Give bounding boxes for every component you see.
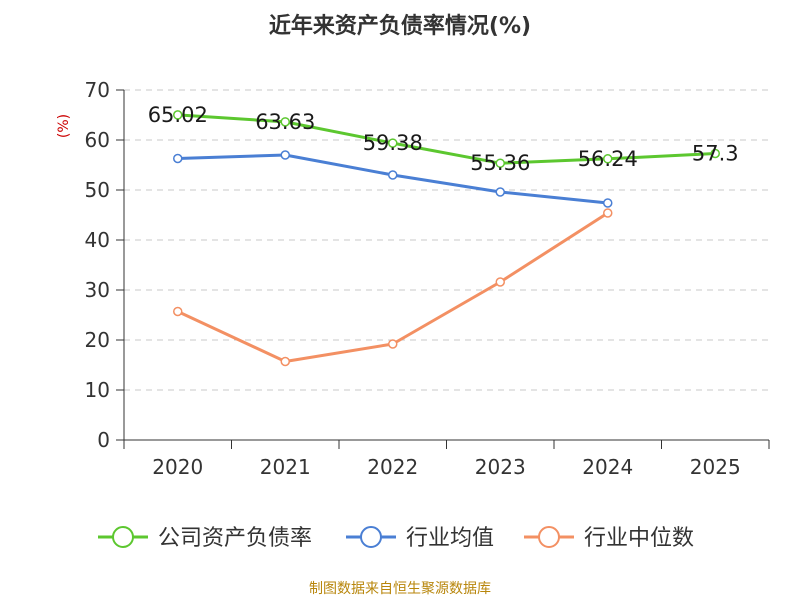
y-axis-label: (%) (56, 114, 72, 138)
data-label: 59.38 (363, 131, 423, 155)
data-point (388, 339, 398, 349)
source-footer: 制图数据来自恒生聚源数据库 (309, 581, 491, 597)
y-tick-label: 60 (85, 128, 110, 152)
data-label: 63.63 (255, 110, 315, 134)
data-label: 55.36 (470, 151, 530, 175)
x-tick-label: 2023 (475, 455, 526, 479)
data-label: 56.24 (578, 147, 638, 171)
y-tick-label: 20 (85, 328, 110, 352)
data-point (173, 306, 183, 317)
data-point (495, 187, 505, 197)
data-point (710, 148, 720, 159)
data-point (495, 277, 505, 287)
data-point (280, 150, 290, 160)
y-tick-label: 30 (85, 278, 110, 302)
data-point (603, 198, 613, 208)
legend-marker-1 (360, 526, 382, 548)
data-point (280, 356, 290, 367)
data-point (388, 170, 398, 180)
legend-label-2: 行业中位数 (584, 526, 694, 551)
data-point (495, 158, 505, 168)
y-tick-label: 50 (85, 178, 110, 202)
y-tick-label: 70 (85, 78, 110, 102)
data-point (603, 208, 613, 218)
data-point (173, 153, 183, 164)
data-point (173, 110, 183, 120)
data-point (388, 138, 398, 148)
legend-marker-0 (112, 526, 134, 548)
chart-title: 近年来资产负债率情况(%) (268, 14, 532, 39)
x-tick-label: 2022 (367, 455, 418, 479)
legend-label-0: 公司资产负债率 (158, 526, 312, 551)
legend-marker-2 (538, 526, 560, 548)
data-label: 57.3 (692, 142, 739, 166)
data-label: 65.02 (148, 103, 208, 127)
y-tick-label: 40 (85, 228, 110, 252)
y-tick-label: 10 (85, 378, 110, 402)
x-tick-label: 2021 (260, 455, 311, 479)
legend-label-1: 行业均值 (406, 526, 494, 551)
data-point (603, 154, 613, 164)
series-line-0 (177, 113, 716, 165)
series-line-2 (177, 211, 609, 363)
y-tick-label: 0 (97, 428, 110, 452)
data-point (280, 117, 290, 127)
x-tick-label: 2020 (152, 455, 203, 479)
x-tick-label: 2025 (690, 455, 741, 479)
x-tick-label: 2024 (582, 455, 633, 479)
